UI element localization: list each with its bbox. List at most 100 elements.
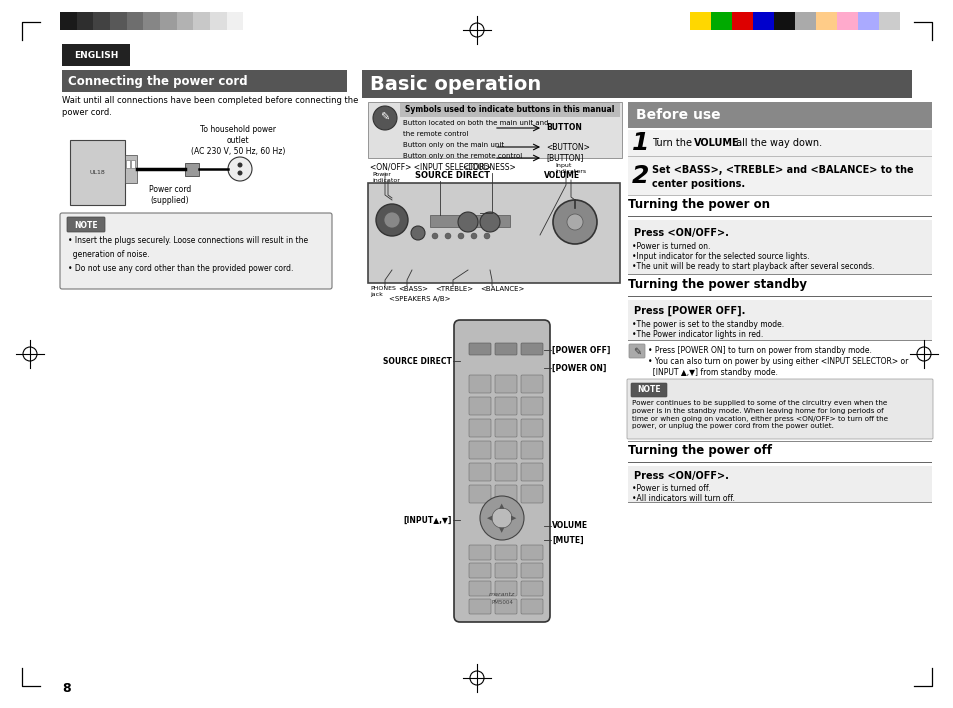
Text: Power continues to be supplied to some of the circuitry even when the
power is i: Power continues to be supplied to some o… (631, 400, 887, 429)
Text: SOURCE DIRECT: SOURCE DIRECT (415, 171, 490, 180)
Text: ▲: ▲ (498, 503, 504, 509)
FancyBboxPatch shape (520, 563, 542, 578)
Text: • Do not use any cord other than the provided power cord.: • Do not use any cord other than the pro… (68, 264, 294, 273)
Text: <BALANCE>: <BALANCE> (479, 286, 524, 292)
FancyBboxPatch shape (626, 379, 932, 439)
Text: <BUTTON>: <BUTTON> (545, 142, 589, 152)
Text: ENGLISH: ENGLISH (73, 50, 118, 59)
Text: Turning the power on: Turning the power on (627, 198, 769, 211)
Bar (227, 12, 243, 30)
Bar (143, 12, 160, 30)
Circle shape (411, 226, 424, 240)
Bar (815, 12, 836, 30)
FancyBboxPatch shape (495, 441, 517, 459)
Circle shape (373, 106, 396, 130)
Bar (76, 12, 93, 30)
FancyBboxPatch shape (469, 343, 491, 355)
FancyBboxPatch shape (495, 397, 517, 415)
Circle shape (228, 157, 252, 181)
Text: Turning the power standby: Turning the power standby (627, 278, 806, 291)
FancyBboxPatch shape (495, 581, 517, 596)
FancyBboxPatch shape (520, 343, 542, 355)
Text: 2: 2 (631, 164, 649, 188)
Bar (627, 195, 931, 196)
FancyBboxPatch shape (469, 563, 491, 578)
Text: VOLUME: VOLUME (543, 171, 579, 180)
FancyBboxPatch shape (495, 599, 517, 614)
FancyBboxPatch shape (454, 320, 550, 622)
Circle shape (457, 233, 463, 239)
Text: Press <ON/OFF>.: Press <ON/OFF>. (634, 228, 728, 238)
Bar (110, 12, 127, 30)
Text: UL18: UL18 (89, 171, 105, 176)
Text: 1: 1 (631, 131, 649, 155)
Bar (773, 12, 794, 30)
Bar (176, 12, 193, 30)
Circle shape (444, 233, 451, 239)
Bar (399, 103, 619, 117)
FancyBboxPatch shape (520, 485, 542, 503)
FancyBboxPatch shape (469, 375, 491, 393)
Text: Input
indicators: Input indicators (555, 163, 585, 173)
Bar (627, 102, 931, 128)
Bar (627, 216, 931, 217)
Text: Wait until all connections have been completed before connecting the
power cord.: Wait until all connections have been com… (62, 96, 358, 117)
Text: <TREBLE>: <TREBLE> (435, 286, 473, 292)
Text: •All indicators will turn off.: •All indicators will turn off. (631, 494, 734, 503)
Bar (62, 70, 347, 92)
Text: marantz: marantz (488, 591, 515, 597)
Bar (627, 462, 931, 463)
Bar (127, 12, 143, 30)
FancyBboxPatch shape (469, 545, 491, 560)
Circle shape (479, 496, 523, 540)
FancyBboxPatch shape (628, 344, 644, 358)
Text: •The unit will be ready to start playback after several seconds.: •The unit will be ready to start playbac… (631, 262, 874, 271)
Text: Turn the: Turn the (651, 138, 695, 148)
FancyBboxPatch shape (495, 343, 517, 355)
FancyBboxPatch shape (469, 581, 491, 596)
Text: [INPUT▲,▼]: [INPUT▲,▼] (403, 515, 452, 525)
Bar (361, 70, 911, 98)
Text: ▼: ▼ (498, 527, 504, 533)
Bar (93, 12, 110, 30)
Text: Press <ON/OFF>.: Press <ON/OFF>. (634, 471, 728, 481)
Circle shape (384, 212, 399, 228)
Bar (160, 12, 176, 30)
FancyBboxPatch shape (630, 383, 666, 397)
Text: VOLUME: VOLUME (552, 522, 587, 530)
Bar (731, 12, 752, 30)
Circle shape (432, 233, 437, 239)
Bar (627, 340, 931, 341)
Text: [POWER ON]: [POWER ON] (552, 363, 606, 372)
Bar (126, 160, 130, 168)
Text: Connecting the power cord: Connecting the power cord (68, 74, 248, 88)
Text: ◀: ◀ (487, 515, 492, 521)
Bar (689, 12, 710, 30)
Text: 8: 8 (62, 682, 71, 695)
FancyBboxPatch shape (469, 419, 491, 437)
Text: the remote control: the remote control (402, 131, 468, 137)
Circle shape (457, 212, 477, 232)
Bar (627, 157, 931, 195)
Bar (878, 12, 899, 30)
Circle shape (553, 200, 597, 244)
FancyBboxPatch shape (495, 419, 517, 437)
Text: <SPEAKERS A/B>: <SPEAKERS A/B> (389, 296, 450, 302)
Text: BUTTON: BUTTON (545, 123, 581, 132)
Circle shape (375, 204, 408, 236)
Bar (60, 12, 76, 30)
Text: Power cord
(supplied): Power cord (supplied) (149, 185, 191, 205)
Text: [INPUT ▲,▼] from standby mode.: [INPUT ▲,▼] from standby mode. (647, 368, 777, 377)
FancyBboxPatch shape (520, 545, 542, 560)
Bar (62, 44, 130, 66)
FancyBboxPatch shape (495, 563, 517, 578)
Text: generation of noise.: generation of noise. (68, 250, 150, 259)
Text: <BASS>: <BASS> (397, 286, 428, 292)
FancyBboxPatch shape (520, 441, 542, 459)
Text: Before use: Before use (636, 108, 720, 122)
FancyBboxPatch shape (520, 375, 542, 393)
FancyBboxPatch shape (495, 485, 517, 503)
Circle shape (483, 233, 490, 239)
FancyBboxPatch shape (495, 375, 517, 393)
Text: Basic operation: Basic operation (370, 74, 540, 93)
